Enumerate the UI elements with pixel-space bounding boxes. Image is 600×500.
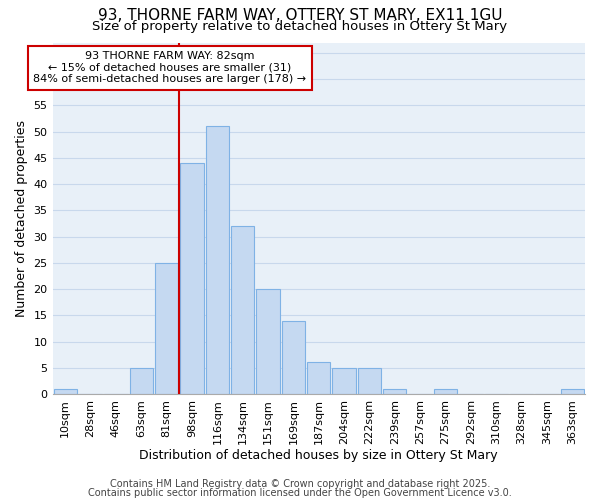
Bar [332, 368, 356, 394]
Bar [282, 320, 305, 394]
Bar [206, 126, 229, 394]
Bar [155, 263, 178, 394]
Bar [256, 289, 280, 394]
Bar [560, 388, 584, 394]
Bar [231, 226, 254, 394]
Bar [307, 362, 331, 394]
Text: Contains HM Land Registry data © Crown copyright and database right 2025.: Contains HM Land Registry data © Crown c… [110, 479, 490, 489]
Text: Size of property relative to detached houses in Ottery St Mary: Size of property relative to detached ho… [92, 20, 508, 33]
Text: Contains public sector information licensed under the Open Government Licence v3: Contains public sector information licen… [88, 488, 512, 498]
Y-axis label: Number of detached properties: Number of detached properties [15, 120, 28, 316]
Bar [383, 388, 406, 394]
Bar [358, 368, 381, 394]
Bar [181, 163, 203, 394]
Bar [53, 388, 77, 394]
X-axis label: Distribution of detached houses by size in Ottery St Mary: Distribution of detached houses by size … [139, 450, 498, 462]
Text: 93, THORNE FARM WAY, OTTERY ST MARY, EX11 1GU: 93, THORNE FARM WAY, OTTERY ST MARY, EX1… [98, 8, 502, 22]
Text: 93 THORNE FARM WAY: 82sqm
← 15% of detached houses are smaller (31)
84% of semi-: 93 THORNE FARM WAY: 82sqm ← 15% of detac… [33, 52, 306, 84]
Bar [434, 388, 457, 394]
Bar [130, 368, 153, 394]
